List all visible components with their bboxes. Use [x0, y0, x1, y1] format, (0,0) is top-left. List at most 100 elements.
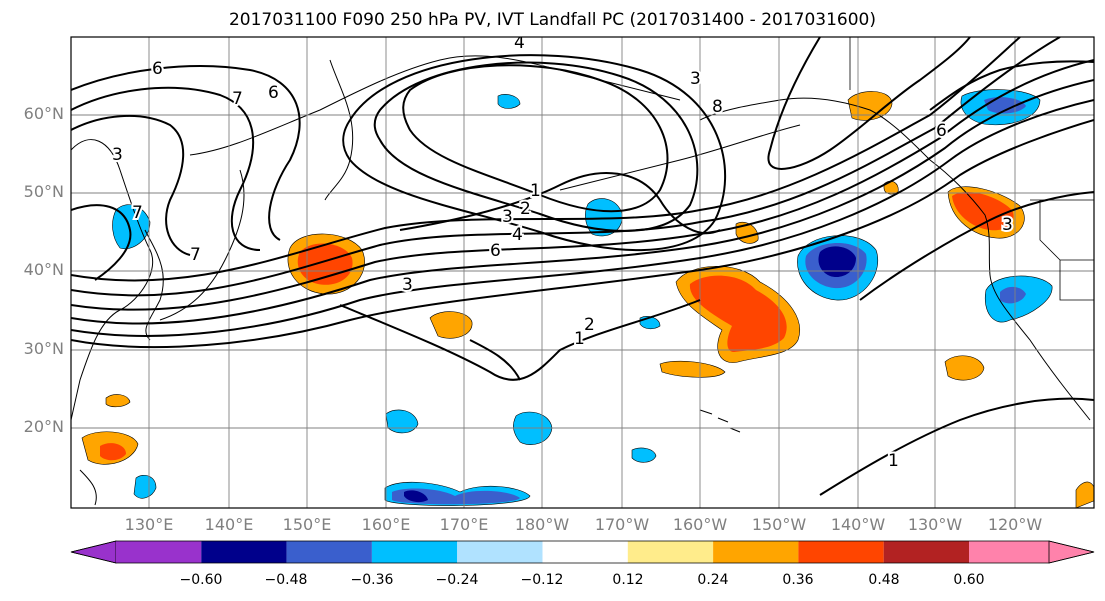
contour-label: 6 — [936, 121, 947, 141]
contour-label: 3 — [1002, 215, 1013, 235]
lon-label: 160°W — [672, 515, 728, 534]
aleutians — [559, 124, 801, 191]
pos-anomaly-gulf-alaska — [847, 91, 893, 121]
contour-outer-4 — [71, 59, 1094, 311]
coastlines — [71, 55, 1091, 506]
contour-label: 7 — [190, 245, 201, 265]
colorbar-tick: −0.48 — [264, 572, 308, 588]
pos-anomaly-small-8 — [1075, 481, 1094, 508]
contour-label: 7 — [132, 203, 143, 223]
contour-south-1-line — [819, 397, 1094, 496]
borders — [849, 37, 1094, 301]
lon-label: 150°E — [282, 515, 332, 534]
contour-trough-east — [767, 37, 971, 170]
contour-label: 3 — [690, 69, 701, 89]
colorbar-segment — [286, 541, 372, 563]
lat-label: 60°N — [23, 104, 64, 123]
neg-anomaly-calif-mid — [1000, 286, 1026, 304]
neg-anomaly-small-6 — [133, 475, 157, 499]
kamchatka — [324, 59, 354, 201]
japan — [159, 169, 245, 321]
colorbar-segment — [627, 541, 714, 563]
us-states — [1039, 200, 1094, 301]
contour-label: 7 — [232, 89, 243, 109]
neg-anomaly-small-2 — [112, 204, 151, 250]
contour-label: 3 — [402, 275, 413, 295]
colorbar-tick: 0.36 — [782, 572, 814, 588]
colorbar-extend-low — [70, 540, 117, 564]
neg-anomaly-bc-mid — [984, 97, 1026, 114]
contour-label: 6 — [152, 59, 163, 79]
colorbar-tick: 0.24 — [697, 572, 729, 588]
contour-ne-1 — [929, 60, 1094, 111]
graticule — [71, 37, 1094, 508]
contour-outer-3 — [71, 79, 1094, 325]
lon-label: 170°E — [439, 515, 489, 534]
lon-label: 180°W — [514, 515, 570, 534]
contour-east-low — [859, 191, 1094, 301]
colorbar — [70, 540, 1095, 564]
contour-west-1 — [71, 65, 301, 241]
neg-anomaly-small-4 — [385, 409, 419, 434]
colorbar-segment — [201, 541, 287, 563]
contour-label: 6 — [268, 83, 279, 103]
lon-label: 130°W — [907, 515, 963, 534]
lon-label: 150°W — [751, 515, 807, 534]
contour-label: 4 — [512, 225, 523, 245]
colorbar-segment — [542, 541, 628, 563]
contour-label: 3 — [112, 145, 123, 165]
colorbar-segment — [371, 541, 458, 563]
colorbar-segment — [883, 541, 969, 563]
map-panel: 6 7 6 4 3 8 6 3 7 1 2 3 4 6 3 2 1 1 3 7 — [71, 33, 1094, 508]
lon-label: 140°E — [204, 515, 254, 534]
alaska-coast — [699, 97, 931, 161]
colorbar-tick: −0.12 — [520, 572, 564, 588]
philippines — [79, 469, 97, 506]
contour-south-2 — [469, 339, 521, 381]
contour-closed-low-2 — [373, 61, 699, 232]
contour-closed-low — [402, 64, 669, 213]
pv-contours — [71, 37, 1094, 496]
neg-anomaly-gulf-core — [818, 246, 856, 278]
colorbar-tick: 0.60 — [953, 572, 985, 588]
neg-anomaly-south-core — [404, 490, 428, 503]
pos-anomaly-small-4-core — [100, 443, 126, 461]
pos-anomaly-small-2 — [659, 360, 726, 378]
contour-label: 3 — [502, 207, 513, 227]
colorbar-segment — [969, 541, 1049, 563]
pos-anomaly-small-1 — [429, 311, 473, 339]
contour-label: 6 — [490, 241, 501, 261]
contour-label-layer: 6 7 6 4 3 8 6 3 7 1 2 3 4 6 3 2 1 1 3 7 — [110, 33, 1015, 473]
nw-coast — [929, 159, 1091, 421]
colorbar-tick: 0.48 — [868, 572, 900, 588]
lon-label: 140°W — [830, 515, 886, 534]
neg-anomaly-small-5 — [631, 447, 657, 463]
colorbar-segment — [798, 541, 884, 563]
contour-label: 8 — [712, 97, 723, 117]
lon-label: 130°E — [124, 515, 174, 534]
pos-anomaly-central-pacific-core — [689, 275, 787, 352]
contour-west-3 — [71, 115, 191, 256]
contour-label: 2 — [520, 199, 531, 219]
lat-label: 50°N — [23, 182, 64, 201]
colorbar-outline — [70, 540, 1095, 564]
contour-jet-b — [71, 37, 1021, 282]
korea-coast — [144, 229, 164, 341]
contour-label: 4 — [514, 33, 525, 53]
colorbar-segment — [713, 541, 799, 563]
hawaii — [699, 409, 741, 433]
pos-anomaly-west-coast-core — [952, 191, 1014, 231]
pos-anomaly-small-6 — [105, 394, 131, 408]
contour-west-2 — [71, 86, 261, 251]
lon-label: 170°W — [594, 515, 650, 534]
contour-outer-1 — [71, 119, 1094, 349]
lon-label: 160°E — [361, 515, 411, 534]
asia-coast — [71, 139, 154, 421]
map-title: 2017031100 F090 250 hPa PV, IVT Landfall… — [228, 10, 876, 30]
colorbar-segment — [457, 541, 543, 563]
contour-south-1 — [339, 299, 701, 381]
neg-anomaly-small-7 — [497, 94, 521, 109]
lon-label: 120°W — [987, 515, 1043, 534]
contour-label: 1 — [574, 329, 585, 349]
